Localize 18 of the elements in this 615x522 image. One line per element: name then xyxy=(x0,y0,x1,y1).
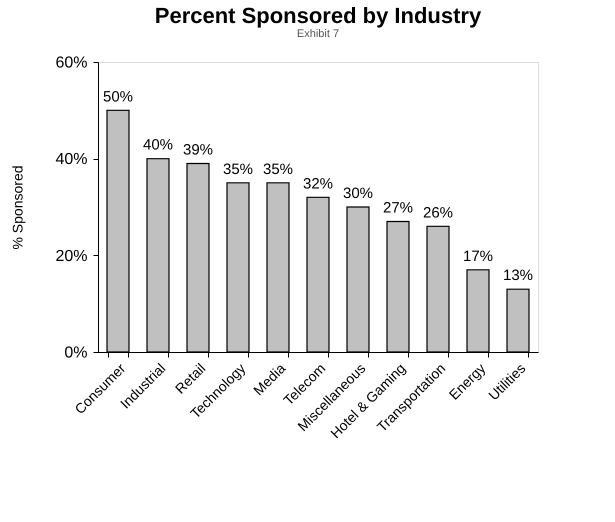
text: Exhibit 7 xyxy=(296,28,340,40)
data-label: 27% xyxy=(382,200,414,216)
chart-title: Percent Sponsored by Industry xyxy=(154,3,482,28)
data-label: 35% xyxy=(262,160,294,178)
data-label: 26% xyxy=(422,204,454,222)
y-axis-title: % Sponsored xyxy=(9,165,26,250)
y-tick-label: 60% xyxy=(55,54,88,72)
data-label: 13% xyxy=(502,267,534,284)
data-label: 30% xyxy=(342,185,374,202)
data-label: 35% xyxy=(222,160,254,178)
data-label: 39% xyxy=(182,142,214,158)
y-tick-label: 0% xyxy=(64,344,88,362)
data-label: 17% xyxy=(462,248,494,265)
data-label: 50% xyxy=(102,88,134,106)
data-label: 40% xyxy=(142,136,174,154)
y-tick-label: 40% xyxy=(55,151,88,168)
data-label: 32% xyxy=(302,175,334,192)
y-tick-label: 20% xyxy=(55,248,88,265)
